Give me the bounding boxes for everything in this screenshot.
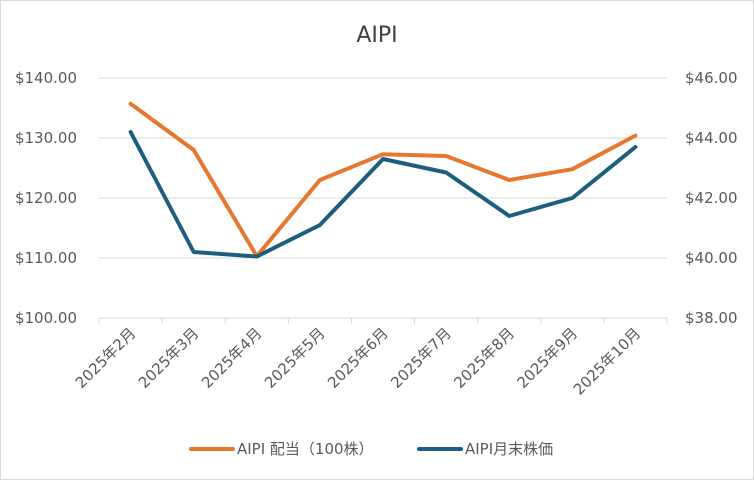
series-lines xyxy=(128,101,638,259)
left-tick-label: $140.00 xyxy=(15,69,77,87)
right-tick-label: $38.00 xyxy=(685,309,738,327)
right-tick-label: $40.00 xyxy=(685,249,738,267)
left-tick-label: $100.00 xyxy=(15,309,77,327)
series-line-2 xyxy=(128,130,638,259)
left-tick-label: $120.00 xyxy=(15,189,77,207)
legend-label-1: AIPI 配当（100株） xyxy=(237,440,374,458)
left-y-axis: $140.00 $130.00 $120.00 $110.00 $100.00 xyxy=(15,69,77,327)
left-tick-label: $110.00 xyxy=(15,249,77,267)
left-tick-label: $130.00 xyxy=(15,129,77,147)
grid-lines xyxy=(99,77,667,319)
x-tick-label: 2025年4月 xyxy=(198,324,266,392)
right-y-axis: $46.00 $44.00 $42.00 $40.00 $38.00 xyxy=(685,69,738,327)
x-axis: 2025年2月2025年3月2025年4月2025年5月2025年6月2025年… xyxy=(72,318,668,399)
series-line-1 xyxy=(128,101,638,259)
chart-title: AIPI xyxy=(356,23,397,48)
x-tick-label: 2025年10月 xyxy=(570,324,644,398)
right-tick-label: $44.00 xyxy=(685,129,738,147)
x-tick-label: 2025年5月 xyxy=(261,324,329,392)
x-tick-label: 2025年3月 xyxy=(135,324,203,392)
x-tick-label: 2025年7月 xyxy=(387,324,455,392)
x-tick-label: 2025年8月 xyxy=(450,324,518,392)
x-tick-label: 2025年6月 xyxy=(324,324,392,392)
right-tick-label: $46.00 xyxy=(685,69,738,87)
legend-label-2: AIPI月末株価 xyxy=(465,440,553,458)
x-tick-label: 2025年9月 xyxy=(513,324,581,392)
x-tick-label: 2025年2月 xyxy=(72,324,140,392)
legend: AIPI 配当（100株） AIPI月末株価 xyxy=(189,440,553,458)
right-tick-label: $42.00 xyxy=(685,189,738,207)
